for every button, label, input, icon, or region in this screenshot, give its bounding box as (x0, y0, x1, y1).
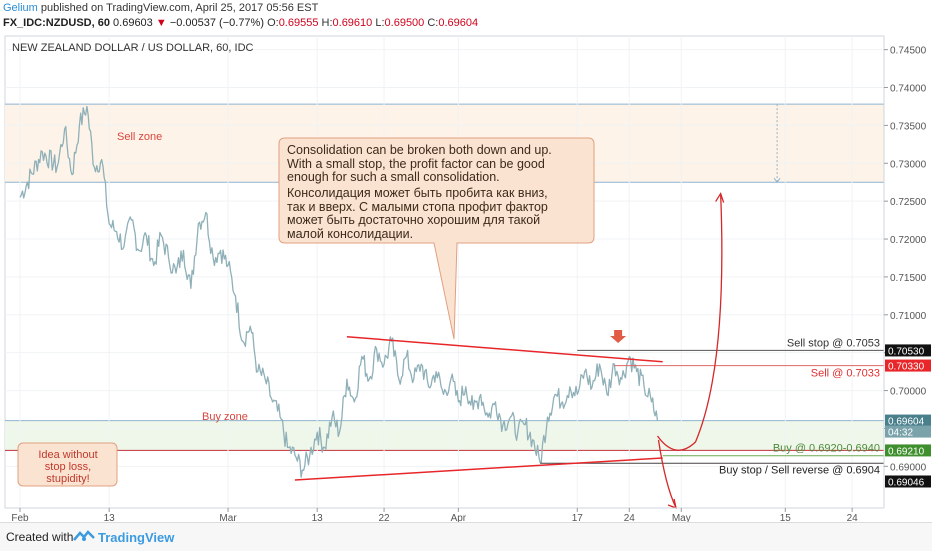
price-tag[interactable] (885, 425, 931, 438)
down-arrow-icon: ▼ (155, 17, 167, 29)
price-tag-label: 0.69210 (888, 446, 925, 457)
chart-title: NEW ZEALAND DOLLAR / US DOLLAR, 60, IDC (12, 42, 254, 54)
price-chart[interactable]: Sell zone Buy zone Sell stop @ 0.7053 Sell … (0, 0, 932, 522)
footer-bar: Created with TradingView (0, 522, 932, 551)
x-tick-label: 22 (379, 513, 391, 522)
x-tick-label: May (672, 513, 691, 522)
price-tag[interactable] (885, 344, 931, 357)
ohlc-open: O:0.69555 (267, 17, 319, 29)
publish-text: published on TradingView.com, April 25, … (40, 2, 319, 14)
buy-stop-label: Buy stop / Sell reverse @ 0.6904 (719, 464, 880, 476)
lower-trendline[interactable] (294, 457, 663, 481)
x-tick-label: Apr (451, 513, 467, 522)
ohlc-low: L:0.69500 (375, 17, 425, 29)
x-tick-label: Feb (11, 513, 29, 522)
y-tick-label: 0.73000 (890, 159, 927, 170)
buy-zone-label: Buy zone (202, 411, 248, 423)
tradingview-logo-icon[interactable] (72, 528, 96, 544)
arrow-up-icon (715, 192, 725, 203)
price-change: −0.00537 (−0.77%) (169, 17, 264, 29)
y-tick-label: 0.73500 (890, 121, 927, 132)
sell-zone-label: Sell zone (117, 131, 162, 143)
symbol-info: FX_IDC:NZDUSD, 60 0.69603 ▼ −0.00537 (−0… (3, 17, 478, 29)
y-tick-label: 0.72500 (890, 197, 927, 208)
callout-box[interactable] (278, 137, 595, 340)
price-tag[interactable] (885, 414, 931, 427)
ohlc-high: H:0.69610 (321, 17, 373, 29)
callout-russian: Консолидация может быть пробита как вниз… (287, 186, 548, 241)
price-tag-label: 0.70530 (888, 346, 925, 357)
buy-zone-band (5, 420, 884, 451)
x-tick-label: 13 (312, 513, 324, 522)
publish-info: Gelium published on TradingView.com, Apr… (3, 2, 318, 14)
x-tick-label: 24 (624, 513, 636, 522)
projection-arrow-icon (773, 177, 781, 184)
price-tag-label: 0.69604 (888, 417, 925, 428)
x-tick-label: 13 (104, 513, 116, 522)
bullish-projection-curve[interactable] (656, 193, 723, 451)
price-tag[interactable] (885, 475, 931, 488)
y-tick-label: 0.69000 (890, 462, 927, 473)
upper-trendline[interactable] (346, 336, 663, 363)
symbol-label[interactable]: FX_IDC:NZDUSD, 60 (3, 17, 110, 29)
x-tick-label: 24 (847, 513, 859, 522)
y-tick-label: 0.74500 (890, 46, 927, 57)
buy-label: Buy @ 0.6920-0.6940 (773, 443, 880, 455)
bearish-projection-curve[interactable] (657, 439, 677, 509)
x-tick-label: Mar (219, 513, 237, 522)
price-tag-label: 0.69046 (888, 477, 925, 488)
y-tick-label: 0.70000 (890, 387, 927, 398)
price-line[interactable] (19, 105, 659, 478)
created-with-label: Created with (6, 530, 74, 544)
y-tick-label: 0.74000 (890, 84, 927, 95)
x-tick-label: 17 (572, 513, 584, 522)
ohlc-close: C:0.69604 (427, 17, 479, 29)
price-tag-label: 04:32 (888, 428, 913, 439)
last-price: 0.69603 (113, 17, 153, 29)
x-tick-label: 15 (780, 513, 792, 522)
price-tag[interactable] (885, 444, 931, 457)
sell-stop-label: Sell stop @ 0.7053 (787, 337, 880, 349)
y-tick-label: 0.71000 (890, 311, 927, 322)
callout-english: Consolidation can be broken both down an… (287, 143, 552, 184)
price-axis[interactable] (884, 36, 932, 522)
y-tick-label: 0.72000 (890, 235, 927, 246)
down-marker-icon[interactable] (610, 330, 627, 344)
price-tag-label: 0.70330 (888, 362, 925, 373)
sell-label: Sell @ 0.7033 (811, 368, 880, 380)
idea-note: Idea without stop loss, stupidity! (38, 449, 98, 485)
price-tag[interactable] (885, 359, 931, 372)
y-tick-label: 0.71500 (890, 273, 927, 284)
idea-tag-box[interactable] (17, 442, 118, 487)
tradingview-brand[interactable]: TradingView (98, 530, 175, 545)
author-link[interactable]: Gelium (3, 2, 38, 14)
